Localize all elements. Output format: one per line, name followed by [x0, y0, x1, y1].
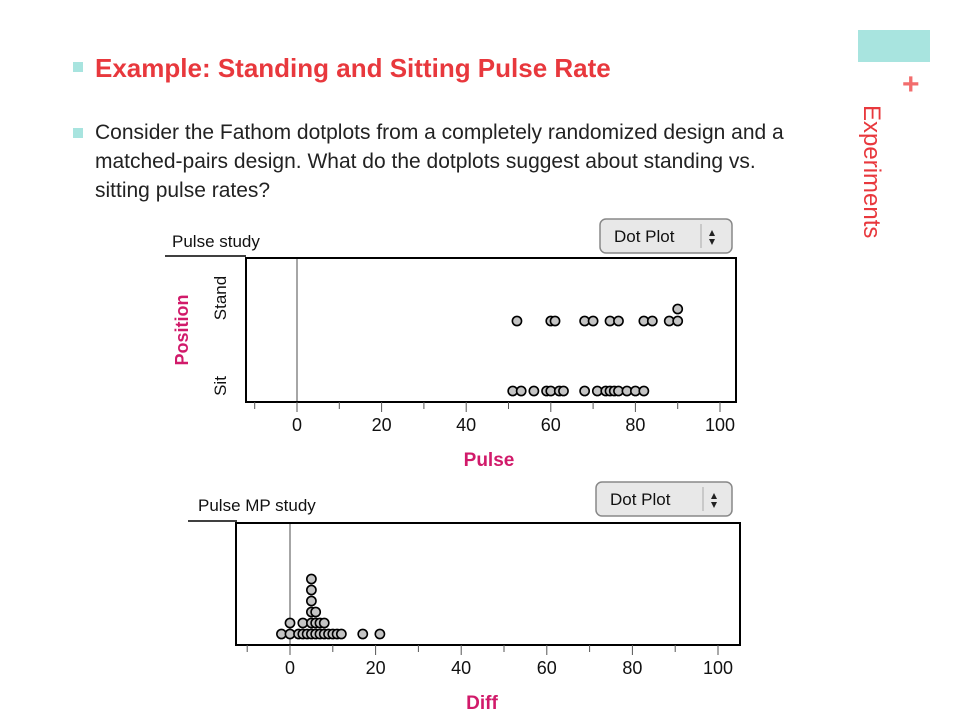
- plus-icon: +: [902, 68, 920, 101]
- data-point: [638, 385, 650, 397]
- x-axis: 0 20 40 60 80 100: [246, 645, 733, 678]
- accent-bar: [858, 30, 930, 62]
- data-point: [335, 628, 347, 640]
- x-tick-label: 20: [372, 415, 392, 435]
- dropdown-label: Dot Plot: [614, 227, 675, 246]
- data-point: [528, 385, 540, 397]
- x-tick-label: 80: [625, 415, 645, 435]
- slide-heading: Example: Standing and Sitting Pulse Rate: [95, 53, 611, 83]
- x-axis-label: Diff: [466, 693, 498, 714]
- data-point: [613, 315, 624, 327]
- data-point: [672, 315, 684, 327]
- data-point: [305, 584, 317, 596]
- dropdown-arrows-icon: [700, 224, 715, 248]
- pulse-mp-study-chart: Pulse MP study Dot Plot 0 20 40 60 80 100 Dif…: [188, 481, 741, 714]
- data-point: [549, 315, 561, 327]
- dots-layer: [276, 573, 386, 640]
- category-label-stand: Stand: [211, 276, 230, 320]
- x-tick-label: 100: [703, 658, 733, 678]
- chart-title: Pulse MP study: [198, 496, 316, 515]
- plot-area: [245, 257, 737, 403]
- dropdown-arrows-icon: [702, 487, 717, 511]
- data-point: [318, 617, 330, 629]
- x-tick-label: 60: [537, 658, 557, 678]
- category-label-sit: Sit: [211, 376, 230, 396]
- x-tick-label: 20: [366, 658, 386, 678]
- data-point: [579, 385, 591, 397]
- data-point: [374, 628, 386, 640]
- body-bullet: Consider the Fathom dotplots from a comp…: [73, 118, 813, 205]
- data-point: [305, 573, 317, 585]
- data-point: [587, 315, 599, 327]
- x-tick-label: 40: [456, 415, 476, 435]
- x-tick-label: 80: [622, 658, 642, 678]
- x-tick-label: 0: [292, 415, 302, 435]
- dot-plot-dropdown[interactable]: Dot Plot: [599, 218, 733, 254]
- x-tick-label: 100: [705, 415, 735, 435]
- x-tick-label: 40: [451, 658, 471, 678]
- y-axis-label: Position: [172, 295, 192, 366]
- data-point: [357, 628, 369, 640]
- data-point: [310, 606, 322, 618]
- dropdown-label: Dot Plot: [610, 490, 671, 509]
- heading-bullet: Example: Standing and Sitting Pulse Rate: [73, 52, 611, 84]
- x-axis-label: Pulse: [464, 450, 515, 471]
- x-tick-label: 60: [541, 415, 561, 435]
- data-point: [558, 385, 569, 397]
- bullet-square-icon: [73, 62, 83, 72]
- dots-layer: [507, 303, 684, 397]
- pulse-study-chart: Pulse study Dot Plot 0 20 40 60 80 100 Stand …: [165, 218, 737, 471]
- data-point: [284, 617, 296, 629]
- bullet-square-icon: [73, 128, 83, 138]
- chart-title: Pulse study: [172, 232, 260, 251]
- x-tick-label: 0: [285, 658, 295, 678]
- data-point: [646, 315, 658, 327]
- dot-plot-dropdown[interactable]: Dot Plot: [595, 481, 733, 517]
- data-point: [305, 595, 317, 607]
- data-point: [511, 315, 523, 327]
- body-paragraph: Consider the Fathom dotplots from a comp…: [95, 121, 784, 202]
- data-point: [672, 303, 684, 315]
- data-point: [515, 385, 527, 397]
- x-axis: 0 20 40 60 80 100: [254, 402, 735, 435]
